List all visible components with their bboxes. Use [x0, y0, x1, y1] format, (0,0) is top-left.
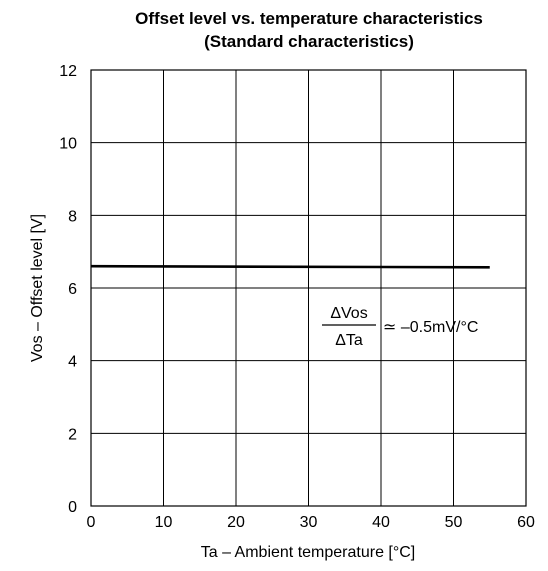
chart-title: Offset level vs. temperature characteris… — [135, 9, 483, 28]
x-tick-label: 60 — [517, 514, 535, 531]
y-tick-label: 6 — [68, 281, 77, 298]
y-tick-label: 0 — [68, 499, 77, 516]
x-tick-label: 20 — [227, 514, 245, 531]
x-tick-label: 30 — [300, 514, 318, 531]
series-line — [90, 264, 490, 269]
x-tick-label: 10 — [155, 514, 173, 531]
x-tick-label: 0 — [87, 514, 96, 531]
x-tick-label: 50 — [445, 514, 463, 531]
x-axis-label: Ta – Ambient temperature [°C] — [201, 544, 416, 561]
slope-annotation: ΔVos ΔTa ≃ –0.5mV/°C — [322, 305, 478, 349]
y-tick-label: 4 — [68, 354, 77, 371]
series-layer — [90, 264, 490, 269]
annotation-relation: ≃ –0.5mV/°C — [383, 319, 478, 336]
y-tick-label: 10 — [59, 136, 77, 153]
x-tick-label: 40 — [372, 514, 390, 531]
annotation-numerator: ΔVos — [330, 305, 367, 322]
annotation-denominator: ΔTa — [335, 332, 363, 349]
y-axis-label: Vos – Offset level [V] — [29, 214, 46, 362]
plot-frame — [90, 69, 527, 507]
grid-layer — [91, 70, 526, 506]
tick-labels: 0 10 20 30 40 50 60 0 2 4 6 8 10 12 — [59, 63, 535, 531]
y-tick-label: 8 — [68, 208, 77, 225]
y-tick-label: 12 — [59, 63, 77, 80]
chart-subtitle: (Standard characteristics) — [204, 32, 414, 51]
y-tick-label: 2 — [68, 426, 77, 443]
